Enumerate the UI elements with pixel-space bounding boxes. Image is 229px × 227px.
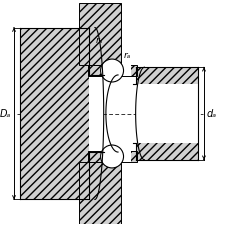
Text: rₐ: rₐ xyxy=(95,36,102,45)
Bar xyxy=(88,65,122,76)
Bar xyxy=(135,67,198,160)
Bar xyxy=(122,65,136,76)
Bar xyxy=(19,27,89,200)
Text: dₐ: dₐ xyxy=(206,109,216,118)
Circle shape xyxy=(100,145,123,168)
Bar xyxy=(88,151,122,162)
Text: rₐ: rₐ xyxy=(123,51,130,60)
Bar xyxy=(122,151,136,162)
Bar xyxy=(89,27,103,200)
Circle shape xyxy=(100,59,123,82)
Text: Dₐ: Dₐ xyxy=(0,109,11,118)
Bar xyxy=(79,162,121,224)
Bar xyxy=(117,151,131,163)
Bar xyxy=(117,64,131,76)
Bar xyxy=(79,3,121,65)
Bar xyxy=(135,84,198,143)
